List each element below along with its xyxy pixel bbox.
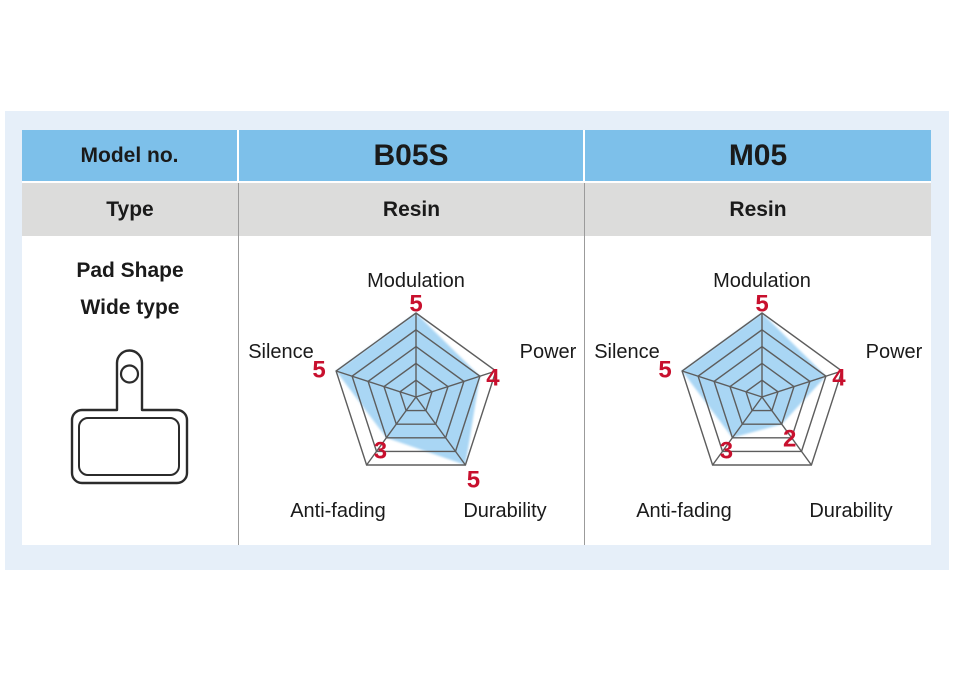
model-name-b05s: B05S xyxy=(373,138,449,172)
model-no-label: Model no. xyxy=(80,143,179,167)
type-value-m05: Resin xyxy=(729,197,787,221)
pad-shape-line2: Wide type xyxy=(80,296,180,319)
axis-label-silence: Silence xyxy=(248,341,314,363)
header-cell-model-no: Model no. xyxy=(22,130,239,183)
grid-ring xyxy=(383,362,449,425)
type-cell-m05: Resin xyxy=(585,183,931,236)
brake-pad-wide-shape-icon xyxy=(70,349,189,485)
grid-spoke xyxy=(761,396,812,466)
grid-spoke xyxy=(681,370,763,398)
pad-shape-line1: Pad Shape xyxy=(76,259,184,282)
data-polygon xyxy=(336,313,480,465)
spec-table: Model no. B05S M05 Type Resin Resin Pad … xyxy=(22,130,931,545)
value-anti-fading: 3 xyxy=(720,437,733,464)
header-cell-model-b05s: B05S xyxy=(239,130,585,183)
grid-spoke xyxy=(415,370,497,398)
pad-outline xyxy=(70,349,189,485)
grid-spoke xyxy=(366,396,417,466)
value-anti-fading: 3 xyxy=(374,437,387,464)
grid-spoke xyxy=(415,396,466,466)
pad-shape-text: Pad Shape Wide type xyxy=(22,252,238,326)
radar-chart-svg-b05s: Modulation Power Durability Anti-fading Sile… xyxy=(248,270,577,522)
value-power: 4 xyxy=(486,365,500,392)
grid-spoke xyxy=(335,370,417,398)
pad-pin-hole xyxy=(119,364,140,384)
grid-ring xyxy=(351,328,481,453)
pad-shape-cell: Pad Shape Wide type xyxy=(22,236,239,545)
spec-panel: Model no. B05S M05 Type Resin Resin Pad … xyxy=(5,111,949,570)
grid-ring xyxy=(335,312,497,466)
axis-label-anti-fading: Anti-fading xyxy=(290,500,386,522)
value-modulation: 5 xyxy=(755,291,768,318)
axis-label-modulation: Modulation xyxy=(713,270,811,292)
axis-label-anti-fading: Anti-fading xyxy=(636,500,732,522)
type-row-label-cell: Type xyxy=(22,183,239,236)
axis-label-durability: Durability xyxy=(809,500,892,522)
axis-label-power: Power xyxy=(520,341,577,363)
axis-label-silence: Silence xyxy=(594,341,660,363)
value-silence: 5 xyxy=(658,357,671,384)
grid-spoke xyxy=(761,370,843,398)
model-name-m05: M05 xyxy=(728,138,788,172)
grid-ring xyxy=(729,362,795,425)
radar-chart-svg-m05: Modulation Power Durability Anti-fading Sile… xyxy=(594,270,923,522)
pad-friction-surface xyxy=(78,417,180,476)
value-modulation: 5 xyxy=(409,291,422,318)
axis-label-modulation: Modulation xyxy=(367,270,465,292)
type-label: Type xyxy=(106,197,154,221)
grid-ring xyxy=(367,345,465,439)
axis-label-durability: Durability xyxy=(463,500,546,522)
value-durability: 2 xyxy=(783,426,796,453)
radar-chart-m05: Modulation Power Durability Anti-fading Sile… xyxy=(585,236,931,545)
grid-spoke xyxy=(712,396,763,466)
value-durability: 5 xyxy=(467,467,480,494)
value-power: 4 xyxy=(832,365,846,392)
header-cell-model-m05: M05 xyxy=(585,130,931,183)
grid-ring xyxy=(713,345,811,439)
type-cell-b05s: Resin xyxy=(239,183,585,236)
grid-ring xyxy=(697,328,827,453)
value-silence: 5 xyxy=(312,357,325,384)
axis-label-power: Power xyxy=(866,341,923,363)
type-value-b05s: Resin xyxy=(382,197,441,221)
grid-ring xyxy=(681,312,843,466)
grid-ring xyxy=(399,379,433,412)
grid-ring xyxy=(745,379,779,412)
radar-chart-b05s: Modulation Power Durability Anti-fading Sile… xyxy=(239,236,585,545)
data-polygon xyxy=(682,313,826,438)
